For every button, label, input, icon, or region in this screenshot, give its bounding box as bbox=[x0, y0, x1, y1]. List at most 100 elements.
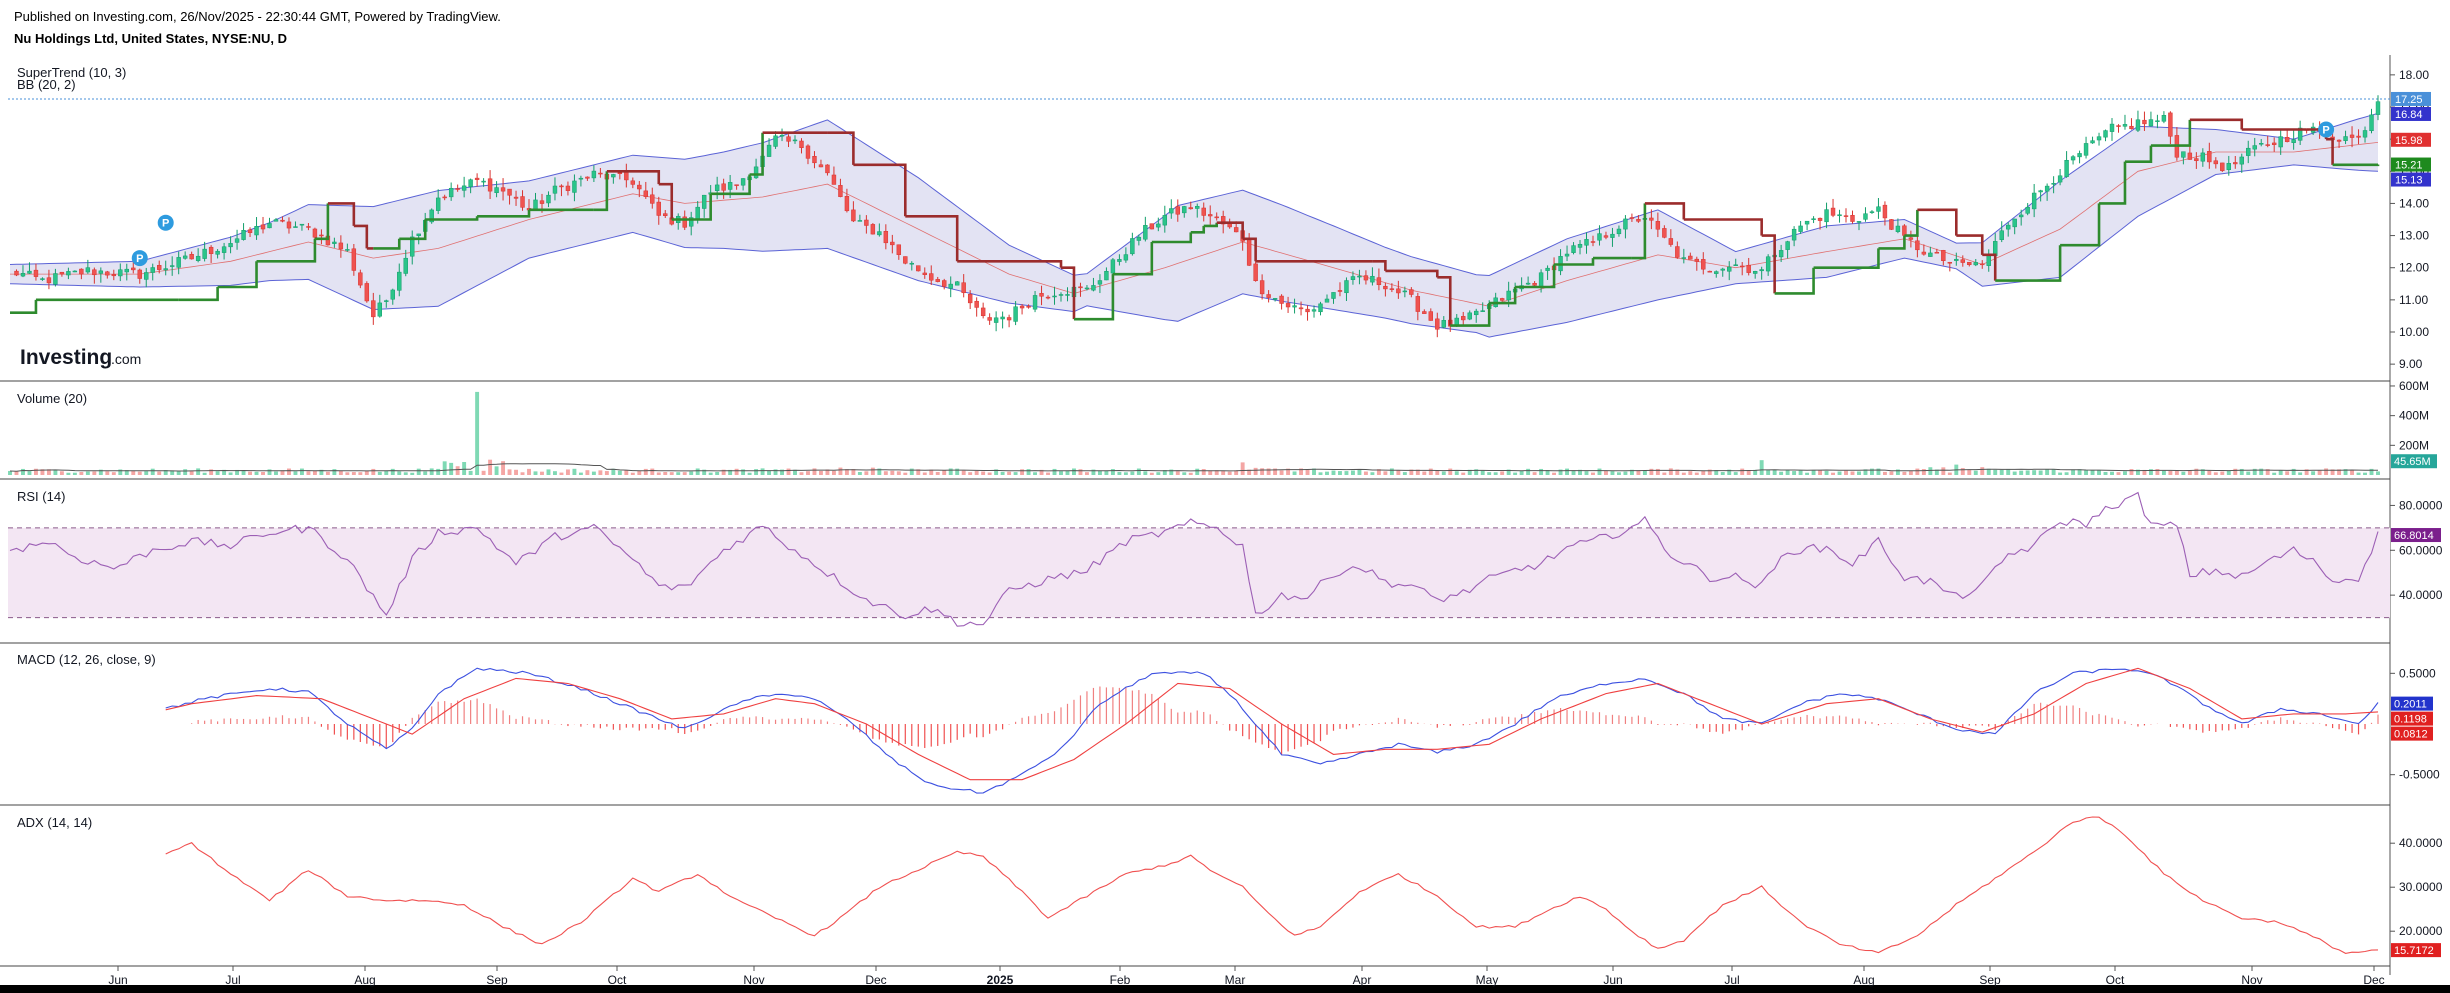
x-tick-label: Jun bbox=[108, 973, 127, 987]
candle-body bbox=[1701, 259, 1706, 270]
volume-bar bbox=[2330, 469, 2335, 475]
candle-body bbox=[1928, 252, 1933, 257]
candle-body bbox=[1026, 306, 1031, 308]
supertrend-segment bbox=[217, 261, 258, 289]
supertrend-segment bbox=[1372, 259, 1387, 271]
volume-bar bbox=[209, 469, 214, 475]
volume-bar bbox=[1156, 472, 1161, 475]
volume-bar bbox=[1500, 471, 1505, 475]
supertrend-segment bbox=[314, 203, 330, 241]
candle-body bbox=[299, 223, 305, 226]
x-tick-label: Nov bbox=[743, 973, 764, 987]
volume-bar bbox=[1052, 468, 1057, 475]
volume-bar bbox=[1857, 471, 1861, 475]
supertrend-segment bbox=[905, 214, 959, 262]
candle-body bbox=[2265, 144, 2270, 146]
volume-bar bbox=[929, 469, 934, 475]
volume-bar bbox=[955, 468, 960, 475]
volume-bar bbox=[1175, 471, 1180, 475]
candle-body bbox=[935, 279, 940, 282]
volume-bar bbox=[1908, 471, 1913, 475]
supertrend-segment bbox=[710, 174, 751, 196]
candle-body bbox=[1636, 219, 1641, 222]
candle-body bbox=[663, 213, 668, 216]
volume-bar bbox=[1370, 472, 1375, 475]
candle-body bbox=[1078, 286, 1083, 289]
candle-body bbox=[2129, 125, 2134, 130]
candle-body bbox=[1499, 298, 1505, 301]
supertrend-segment bbox=[1917, 208, 1958, 236]
volume-bar bbox=[325, 471, 330, 475]
volume-bar bbox=[1960, 468, 1965, 475]
candle-body bbox=[273, 219, 279, 222]
y-tick-label: 0.5000 bbox=[2399, 666, 2436, 680]
candle-body bbox=[2005, 224, 2011, 230]
candle-body bbox=[611, 174, 616, 178]
volume-bar bbox=[1824, 470, 1829, 475]
candle-body bbox=[650, 194, 655, 204]
volume-bar bbox=[442, 461, 447, 475]
volume-bar bbox=[2220, 471, 2225, 475]
volume-bar bbox=[2343, 469, 2348, 475]
volume-bar bbox=[1642, 470, 1647, 475]
volume-bar bbox=[553, 471, 557, 475]
candle-body bbox=[766, 144, 772, 157]
candle-body bbox=[1272, 298, 1278, 300]
candle-body bbox=[1337, 290, 1343, 292]
volume-bar bbox=[1441, 471, 1446, 475]
volume-bar bbox=[494, 466, 499, 475]
volume-bar bbox=[371, 468, 376, 475]
supertrend-segment bbox=[1489, 287, 1517, 305]
volume-bar bbox=[449, 462, 454, 475]
candle-body bbox=[1759, 269, 1764, 272]
candle-body bbox=[1441, 320, 1446, 328]
candle-body bbox=[2284, 136, 2290, 142]
volume-bar bbox=[1889, 471, 1894, 475]
published-info: Published on Investing.com, 26/Nov/2025 … bbox=[14, 9, 501, 24]
y-tick-label: 40.0000 bbox=[2399, 836, 2443, 850]
volume-bar bbox=[2311, 471, 2316, 475]
volume-bar bbox=[85, 471, 90, 475]
y-tick-label: 13.00 bbox=[2399, 229, 2429, 243]
supertrend-segment bbox=[1644, 202, 1686, 220]
candle-body bbox=[461, 185, 467, 191]
candle-body bbox=[2116, 125, 2121, 127]
volume-bar bbox=[92, 471, 97, 475]
candle-body bbox=[630, 180, 636, 185]
volume-bar bbox=[942, 470, 947, 475]
volume-bar bbox=[1915, 468, 1920, 475]
volume-bar bbox=[695, 468, 700, 475]
volume-bar bbox=[1240, 462, 1245, 475]
volume-bar bbox=[1208, 470, 1213, 475]
investing-logo-suffix: .com bbox=[111, 351, 141, 367]
volume-bar bbox=[2272, 472, 2277, 475]
candle-body bbox=[695, 206, 700, 220]
candle-body bbox=[1740, 265, 1745, 268]
supertrend-segment bbox=[256, 238, 317, 263]
y-tick-label: 20.0000 bbox=[2399, 924, 2443, 938]
candle-body bbox=[332, 241, 337, 244]
candle-body bbox=[2168, 112, 2173, 137]
candle-body bbox=[1915, 240, 1920, 251]
volume-bar bbox=[1545, 470, 1550, 475]
volume-bar bbox=[702, 469, 707, 475]
volume-bar bbox=[1350, 470, 1355, 475]
candle-body bbox=[1675, 246, 1680, 258]
volume-bar bbox=[721, 469, 726, 475]
volume-bar bbox=[591, 471, 596, 475]
candle-body bbox=[786, 136, 791, 142]
volume-bar bbox=[2207, 470, 2212, 475]
candle-body bbox=[59, 271, 65, 275]
candle-body bbox=[429, 209, 434, 223]
volume-bar bbox=[520, 472, 525, 475]
supertrend-segment bbox=[2099, 161, 2127, 205]
candle-body bbox=[1876, 206, 1881, 212]
candle-body bbox=[1292, 305, 1297, 308]
volume-bar bbox=[812, 468, 817, 475]
volume-bar bbox=[2142, 469, 2147, 475]
volume-bar bbox=[1026, 469, 1031, 475]
candle-body bbox=[714, 184, 720, 191]
volume-bar bbox=[883, 471, 888, 475]
volume-bar bbox=[1312, 468, 1316, 475]
